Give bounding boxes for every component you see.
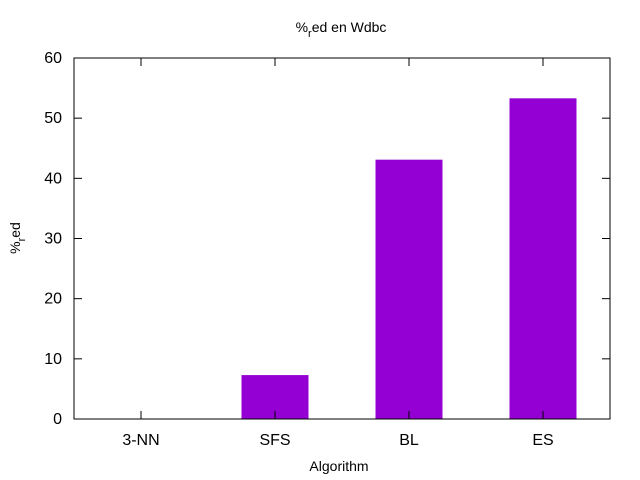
y-tick-label: 50 — [44, 110, 62, 127]
chart-title-prefix: % — [296, 19, 308, 35]
y-tick-label: 60 — [44, 50, 62, 67]
y-axis-label-prefix: % — [7, 241, 23, 253]
y-tick-label: 0 — [53, 411, 62, 428]
bar-bl — [375, 159, 443, 419]
x-tick-label: 3-NN — [122, 432, 159, 449]
bar-series — [241, 98, 577, 419]
y-axis-label-subscript: r — [16, 237, 28, 241]
chart-title: %red en Wdbc — [296, 19, 387, 40]
y-tick-label: 20 — [44, 291, 62, 308]
plot-frame — [73, 57, 611, 420]
chart-title-suffix: ed en Wdbc — [312, 19, 387, 35]
y-tick-label: 40 — [44, 170, 62, 187]
x-tick-labels: 3-NN SFS BL ES — [122, 432, 553, 449]
x-axis-label: Algorithm — [309, 458, 368, 474]
y-axis-label: %red — [7, 222, 28, 254]
bar-es — [509, 98, 577, 419]
y-tick-label: 10 — [44, 351, 62, 368]
chart-title-subscript: r — [308, 28, 312, 40]
x-tick-label: SFS — [259, 432, 290, 449]
y-axis-label-suffix: ed — [7, 222, 23, 238]
y-tick-labels: 0 10 20 30 40 50 60 — [44, 50, 62, 428]
x-tick-label: ES — [532, 432, 553, 449]
y-tick-label: 30 — [44, 231, 62, 248]
x-tick-label: BL — [399, 432, 419, 449]
